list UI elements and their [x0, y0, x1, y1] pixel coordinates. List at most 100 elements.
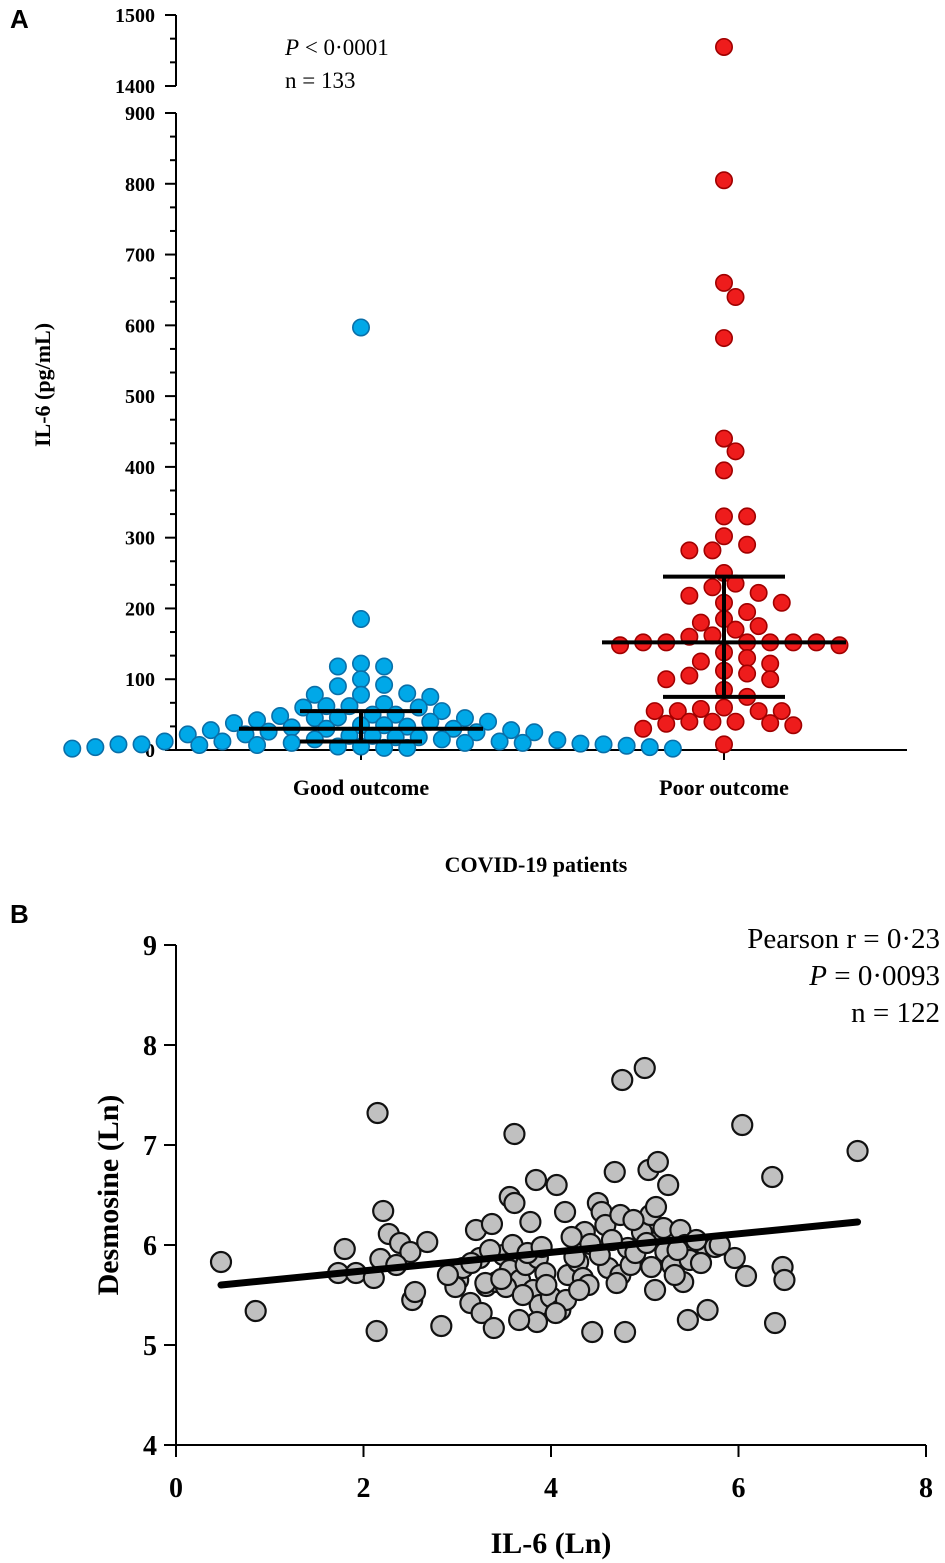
- data-point: [366, 1101, 389, 1125]
- y-tick-label: 900: [125, 103, 155, 125]
- data-point-good: [305, 685, 324, 704]
- x-tick-label: 0: [169, 1473, 183, 1504]
- data-point-good: [502, 721, 521, 740]
- data-point-good: [594, 735, 613, 754]
- data-point-good: [224, 714, 243, 733]
- data-point: [470, 1301, 493, 1325]
- panel-a-points: [63, 37, 849, 758]
- data-point-poor: [830, 636, 849, 655]
- data-point: [416, 1230, 439, 1254]
- y-tick-label: 1400: [115, 76, 155, 98]
- data-point-good: [305, 730, 324, 749]
- data-point-good: [455, 709, 474, 728]
- data-point: [436, 1263, 459, 1287]
- data-point: [773, 1268, 796, 1292]
- pearson-r-annotation: Pearson r = 0·23: [747, 923, 940, 955]
- data-point-poor: [703, 712, 722, 731]
- panel-b-p-annotation: P = 0·0093: [808, 960, 940, 992]
- data-point: [524, 1168, 548, 1192]
- data-point-good: [351, 685, 370, 704]
- data-point-good: [571, 734, 590, 753]
- data-point-poor: [668, 702, 687, 721]
- data-point-good: [351, 610, 370, 629]
- y-tick-label: 300: [125, 528, 155, 550]
- data-point-good: [548, 731, 567, 750]
- data-point: [676, 1308, 699, 1332]
- data-point-good: [328, 657, 347, 676]
- data-point-good: [479, 712, 498, 731]
- data-point: [365, 1319, 388, 1343]
- panel-a-x-axis-title: COVID-19 patients: [445, 852, 628, 877]
- data-point: [696, 1298, 719, 1322]
- data-point: [480, 1212, 504, 1236]
- data-point-good: [513, 733, 532, 752]
- data-point-poor: [714, 461, 733, 480]
- data-point-good: [525, 723, 544, 742]
- data-point: [613, 1320, 637, 1344]
- data-point-poor: [726, 712, 745, 731]
- data-point-poor: [761, 714, 780, 733]
- y-tick-label: 500: [125, 386, 155, 408]
- data-point: [430, 1314, 453, 1338]
- data-point: [519, 1210, 542, 1234]
- y-tick-label: 700: [125, 245, 155, 267]
- y-tick-label: 600: [125, 315, 155, 337]
- data-point-poor: [714, 329, 733, 348]
- p-symbol: P: [284, 35, 299, 60]
- panel-a-label: A: [10, 4, 29, 34]
- panel-b-label: B: [10, 899, 29, 929]
- panel-b: B 4 5 6 7 8 9 0 2 4 6 8 Pearson r = 0·23 P = 0·009…: [10, 899, 940, 1560]
- data-point-good: [86, 738, 105, 757]
- panel-a-y-axis-title: IL-6 (pg/mL): [30, 323, 55, 447]
- data-point: [644, 1195, 668, 1219]
- data-point-good: [213, 732, 232, 751]
- data-point-poor: [680, 666, 699, 685]
- data-point: [763, 1311, 787, 1335]
- data-point-good: [663, 739, 682, 758]
- data-point-good: [432, 702, 451, 721]
- data-point: [723, 1246, 746, 1270]
- data-point-poor: [691, 613, 710, 632]
- data-point-good: [351, 654, 370, 673]
- x-tick-label: 8: [919, 1473, 933, 1504]
- data-point-poor: [784, 716, 803, 735]
- y-tick-label: 5: [143, 1331, 157, 1362]
- data-point: [399, 1240, 422, 1264]
- data-point-good: [398, 684, 417, 703]
- data-point-good: [271, 707, 290, 726]
- y-tick-label: 1500: [115, 5, 155, 27]
- data-point-poor: [772, 593, 791, 612]
- data-point: [646, 1150, 669, 1174]
- data-point: [622, 1208, 645, 1232]
- data-point-poor: [738, 664, 757, 683]
- data-point-good: [178, 725, 197, 744]
- data-point-good: [640, 738, 659, 757]
- x-tick-label: 2: [357, 1473, 371, 1504]
- data-point: [372, 1199, 395, 1223]
- data-point-good: [455, 733, 474, 752]
- data-point: [508, 1308, 531, 1332]
- data-point-poor: [714, 429, 733, 448]
- data-point-good: [282, 733, 301, 752]
- data-point: [611, 1068, 634, 1092]
- data-point: [663, 1263, 686, 1287]
- data-point-poor: [703, 578, 722, 597]
- data-point-good: [63, 739, 82, 758]
- data-point-poor: [726, 288, 745, 307]
- p-value: = 0·0093: [827, 960, 940, 992]
- panel-b-axes: 4 5 6 7 8 9 0 2 4 6 8: [143, 931, 933, 1504]
- category-label-good-outcome: Good outcome: [293, 775, 430, 800]
- data-point-poor: [691, 652, 710, 671]
- data-point-poor: [749, 702, 768, 721]
- data-point-good: [409, 698, 428, 717]
- data-point: [657, 1173, 680, 1197]
- panel-b-x-axis-title: IL-6 (Ln): [491, 1527, 612, 1560]
- y-tick-label: 200: [125, 598, 155, 620]
- data-point: [503, 1122, 526, 1146]
- y-tick-label: 100: [125, 669, 155, 691]
- data-point-good: [375, 657, 394, 676]
- data-point-poor: [645, 702, 664, 721]
- panel-a-error-bars: [239, 574, 846, 744]
- data-point-poor: [634, 719, 653, 738]
